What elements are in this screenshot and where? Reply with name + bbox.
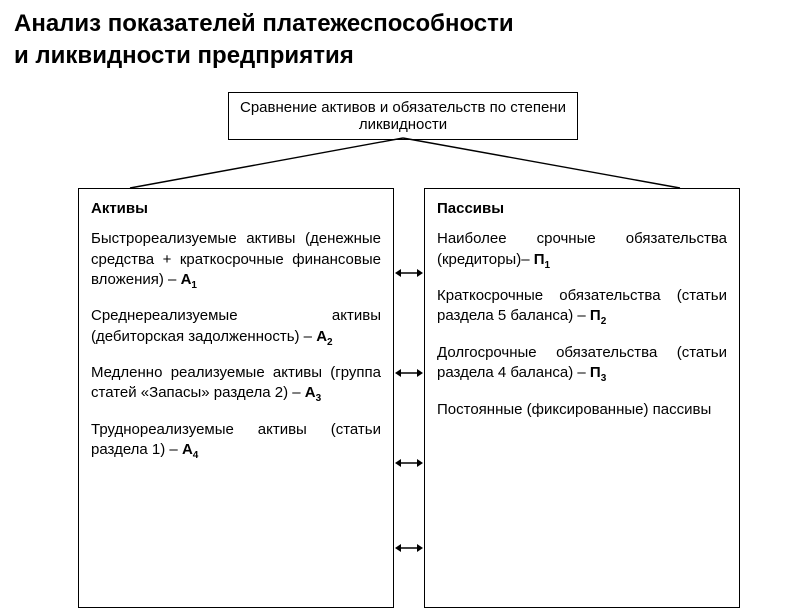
asset-item-3: Медленно реализуемые активы (группа стат… [91,363,381,406]
top-box-text: Сравнение активов и обязательств по степ… [240,99,566,133]
page-title: Анализ показателей платежеспособности и … [0,0,800,73]
pair-arrow-2 [395,365,423,375]
title-line2: и ликвидности предприятия [14,42,354,69]
top-box: Сравнение активов и обязательств по степ… [228,92,578,140]
pair-arrow-3 [395,455,423,465]
asset-item-1: Быстрореализуемые активы (денежные средс… [91,229,381,292]
liab-item-2: Краткосрочные обязательства (статьи разд… [437,286,727,329]
liabilities-box: Пассивы Наиболее срочные обязательства (… [424,188,740,608]
liab-item-1: Наиболее срочные обязательства (кредитор… [437,229,727,272]
pair-arrow-4 [395,540,423,550]
pair-arrow-1 [395,265,423,275]
assets-heading: Активы [91,199,381,219]
title-line1: Анализ показателей платежеспособности [14,10,514,37]
liab-item-4: Постоянные (фиксированные) пассивы [437,400,727,420]
assets-box: Активы Быстрореализуемые активы (денежны… [78,188,394,608]
liab-item-3: Долгосрочные обязательства (статьи разде… [437,343,727,386]
asset-item-4: Труднореализуемые активы (статьи раздела… [91,420,381,463]
liabilities-heading: Пассивы [437,199,727,219]
asset-item-2: Среднереализуемые активы (дебиторская за… [91,306,381,349]
